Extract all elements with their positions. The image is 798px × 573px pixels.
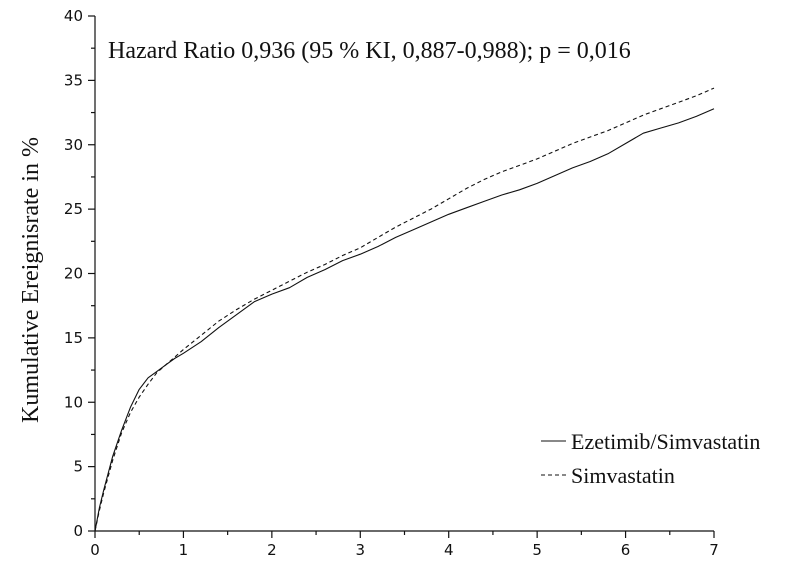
y-tick-label: 40: [64, 7, 83, 25]
legend-label-simvastatin: Simvastatin: [571, 463, 675, 488]
y-tick-label: 30: [64, 136, 83, 154]
y-tick-label: 0: [73, 522, 83, 540]
y-tick-label: 5: [73, 458, 83, 476]
x-tick-label: 5: [532, 541, 542, 559]
y-tick-label: 10: [64, 393, 83, 411]
x-tick-label: 1: [179, 541, 189, 559]
legend: Ezetimib/Simvastatin Simvastatin: [541, 429, 760, 488]
y-tick-label: 35: [64, 71, 83, 89]
y-tick-label: 25: [64, 200, 83, 218]
y-tick-label: 15: [64, 329, 83, 347]
series-line-simvastatin: [94, 87, 715, 532]
y-axis-label: Kumulative Ereignisrate in %: [18, 137, 44, 423]
x-tick-label: 2: [267, 541, 277, 559]
series-line-ezetimib-simvastatin: [94, 108, 715, 532]
x-tick-label: 6: [621, 541, 631, 559]
x-tick-label: 4: [444, 541, 454, 559]
x-tick-label: 7: [709, 541, 719, 559]
hazard-ratio-annotation: Hazard Ratio 0,936 (95 % KI, 0,887-0,988…: [108, 38, 631, 64]
series-layer: [94, 87, 715, 532]
y-tick-label: 20: [64, 265, 83, 283]
x-tick-label: 3: [356, 541, 366, 559]
legend-label-ezetimib-simvastatin: Ezetimib/Simvastatin: [571, 429, 760, 454]
x-tick-label: 0: [90, 541, 100, 559]
axes: 0 1 2 3 4 5 6 7 0 5 10 15 20 25 30 35 40: [64, 7, 719, 559]
